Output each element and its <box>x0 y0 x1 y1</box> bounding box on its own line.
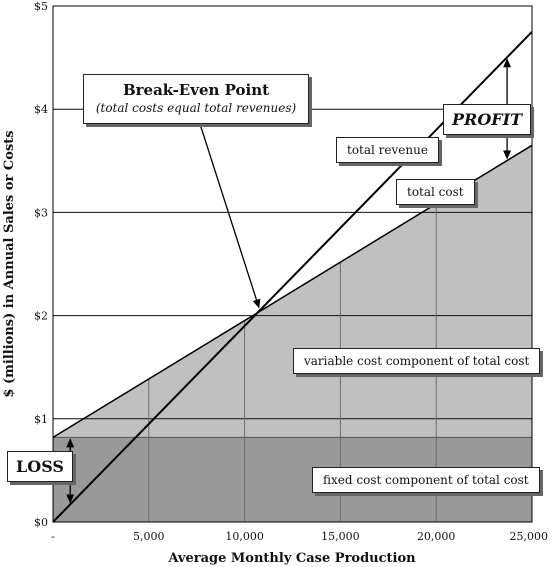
fixed-cost-label: fixed cost component of total cost <box>312 467 540 493</box>
total-revenue-label: total revenue <box>336 137 439 163</box>
x-tick-label: 20,000 <box>417 530 456 543</box>
y-axis-title: $ (millions) in Annual Sales or Costs <box>2 130 17 397</box>
y-tick-label: $4 <box>34 103 48 116</box>
variable-cost-label: variable cost component of total cost <box>293 348 541 374</box>
y-tick-label: $1 <box>34 413 48 426</box>
y-tick-label: $0 <box>34 516 48 529</box>
y-tick-label: $3 <box>34 206 48 219</box>
profit-label: PROFIT <box>443 104 532 135</box>
break-even-title: Break-Even Point <box>122 81 270 99</box>
x-tick-label: 10,000 <box>225 530 264 543</box>
y-tick-label: $5 <box>34 0 48 13</box>
loss-label: LOSS <box>7 451 73 482</box>
plot-frame <box>52 5 533 523</box>
break-even-callout: Break-Even Point (total costs equal tota… <box>83 74 309 124</box>
break-even-arrow <box>199 123 261 309</box>
x-tick-label: 5,000 <box>133 530 165 543</box>
break-even-subtitle: (total costs equal total revenues) <box>95 101 297 115</box>
x-tick-label: 15,000 <box>321 530 360 543</box>
total-cost-label: total cost <box>396 179 475 205</box>
x-tick-label: 25,000 <box>510 530 549 543</box>
x-axis-title: Average Monthly Case Production <box>167 551 416 566</box>
x-tick-label: - <box>51 530 55 543</box>
y-tick-label: $2 <box>34 310 48 323</box>
